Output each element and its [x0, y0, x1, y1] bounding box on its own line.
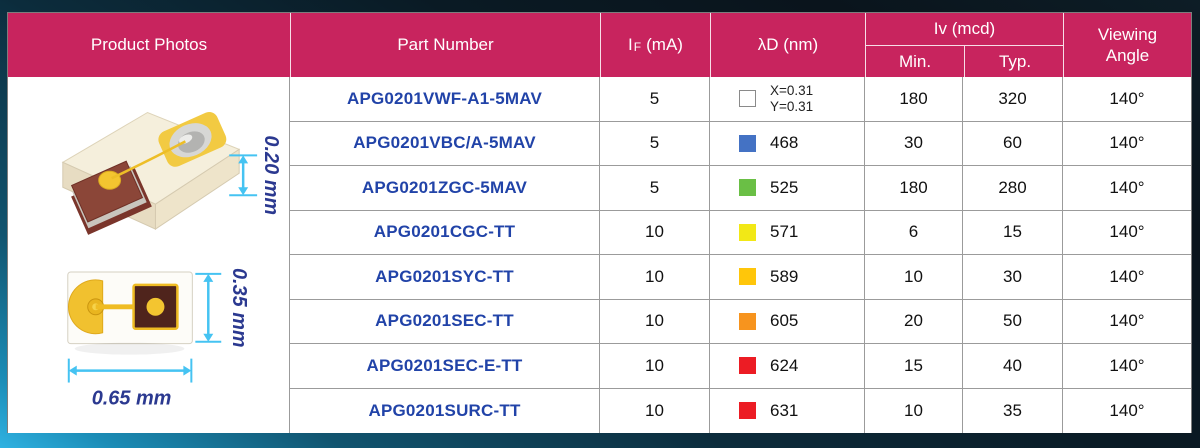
header-product-photos: Product Photos	[90, 35, 208, 54]
lambda-cell: 525	[710, 166, 865, 211]
iv-typ-value: 35	[963, 388, 1063, 433]
iv-typ-value: 15	[963, 210, 1063, 255]
viewing-angle-value: 140°	[1063, 255, 1191, 300]
iv-min-value: 30	[865, 121, 963, 166]
iv-typ-value: 50	[963, 299, 1063, 344]
lambda-cell: 631	[710, 388, 865, 433]
header-iv-typ: Typ.	[964, 46, 1065, 77]
viewing-angle-value: 140°	[1063, 210, 1191, 255]
if-value: 10	[600, 388, 710, 433]
lambda-value: 589	[770, 266, 799, 286]
lambda-cell: 605	[710, 299, 865, 344]
header-iv-mcd: Iv (mcd)	[866, 13, 1063, 46]
header-if-ma: I F (mA)	[600, 13, 710, 77]
dimension-035mm: 0.35 mm	[195, 268, 250, 348]
part-number: APG0201SYC-TT	[290, 255, 600, 300]
dimension-065mm: 0.65 mm	[67, 358, 193, 409]
header-iv-min: Min.	[898, 51, 932, 71]
if-subscript: F	[633, 39, 642, 54]
part-number: APG0201SURC-TT	[290, 388, 600, 433]
lambda-value: 631	[770, 400, 799, 420]
lambda-cell: 624	[710, 344, 865, 389]
part-number: APG0201ZGC-5MAV	[290, 166, 600, 211]
if-unit: (mA)	[646, 35, 683, 54]
iv-typ-value: 60	[963, 121, 1063, 166]
viewing-angle-value: 140°	[1063, 344, 1191, 389]
viewing-angle-value: 140°	[1063, 77, 1191, 122]
part-number: APG0201SEC-E-TT	[290, 344, 600, 389]
header-viewing-angle: Viewing Angle	[1063, 13, 1191, 77]
color-swatch-orange	[739, 312, 756, 330]
viewing-angle-value: 140°	[1063, 166, 1191, 211]
part-number: APG0201SEC-TT	[290, 299, 600, 344]
lambda-cell: 571	[710, 210, 865, 255]
lambda-cell: X=0.31 Y=0.31	[710, 77, 865, 122]
iv-typ-value: 30	[963, 255, 1063, 300]
product-photo-top-view: 0.35 mm 0.65 mm	[67, 268, 250, 409]
color-swatch-red	[739, 402, 756, 420]
color-swatch-amber	[739, 268, 756, 286]
color-swatch-green	[739, 179, 756, 197]
lambda-value: 525	[770, 177, 799, 197]
color-swatch-blue	[739, 134, 756, 152]
color-swatch-yellow	[739, 223, 756, 241]
lambda-value: 605	[770, 311, 799, 331]
color-swatch-red	[739, 357, 756, 375]
iv-typ-value: 320	[963, 77, 1063, 122]
iv-min-value: 10	[865, 255, 963, 300]
header-iv-group: Iv (mcd) Min. Typ.	[865, 13, 1063, 77]
iv-typ-value: 280	[963, 166, 1063, 211]
viewing-angle-value: 140°	[1063, 121, 1191, 166]
lambda-value: 624	[770, 355, 799, 375]
iv-min-value: 6	[865, 210, 963, 255]
product-photos-illustration: 0.20 mm	[61, 111, 282, 409]
lambda-cell: 468	[710, 121, 865, 166]
dimension-020mm: 0.20 mm	[229, 135, 282, 215]
iv-min-value: 20	[865, 299, 963, 344]
iv-min-value: 10	[865, 388, 963, 433]
header-lambda-d: λD (nm)	[710, 13, 865, 77]
if-value: 10	[600, 210, 710, 255]
color-swatch-white	[739, 90, 756, 108]
dimension-label-width: 0.65 mm	[92, 387, 172, 409]
part-number: APG0201VBC/A-5MAV	[290, 121, 600, 166]
table-header: Product Photos Part Number I F (mA) λD (nm…	[8, 13, 1191, 77]
part-number: APG0201CGC-TT	[290, 210, 600, 255]
lambda-cell: 589	[710, 255, 865, 300]
product-photos-cell: 0.20 mm	[8, 77, 290, 433]
iv-min-value: 180	[865, 166, 963, 211]
chromaticity-y: Y=0.31	[770, 98, 814, 114]
viewing-angle-value: 140°	[1063, 388, 1191, 433]
if-value: 10	[600, 344, 710, 389]
iv-min-value: 15	[865, 344, 963, 389]
if-value: 5	[600, 166, 710, 211]
viewing-angle-line2: Angle	[1105, 46, 1150, 65]
iv-min-value: 180	[865, 77, 963, 122]
iv-typ-value: 40	[963, 344, 1063, 389]
led-spec-table: Product Photos Part Number I F (mA) λD (nm…	[7, 12, 1192, 433]
if-value: 5	[600, 121, 710, 166]
viewing-angle-value: 140°	[1063, 299, 1191, 344]
lambda-value: 571	[770, 222, 799, 242]
header-part-number: Part Number	[290, 13, 600, 77]
lambda-value: 468	[770, 133, 799, 153]
if-value: 10	[600, 255, 710, 300]
if-value: 10	[600, 299, 710, 344]
dimension-label-height-top: 0.20 mm	[260, 135, 282, 215]
table-body: 0.20 mm	[8, 77, 1191, 433]
dimension-label-height-bottom: 0.35 mm	[228, 268, 250, 348]
if-symbol: I	[628, 35, 633, 54]
part-number: APG0201VWF-A1-5MAV	[290, 77, 600, 122]
viewing-angle-line1: Viewing	[1097, 24, 1158, 44]
if-value: 5	[600, 77, 710, 122]
product-photo-iso-view: 0.20 mm	[61, 111, 282, 235]
chromaticity-x: X=0.31	[770, 83, 814, 99]
